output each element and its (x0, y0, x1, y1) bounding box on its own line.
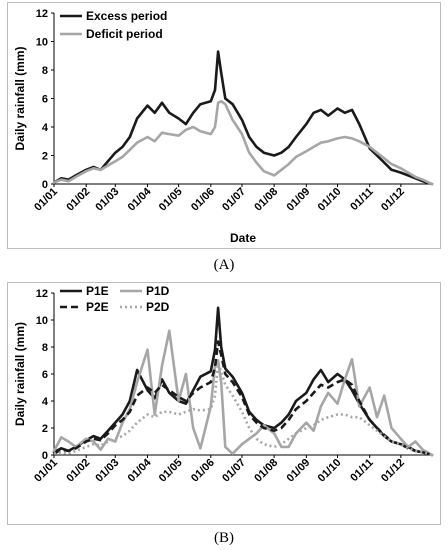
chart-a-x-tick-label: 01/11 (348, 186, 376, 214)
chart-a-y-tick-label: 4 (42, 122, 49, 134)
chart-a-x-tick-label: 01/05 (157, 186, 185, 214)
chart-b-x-tick-label: 01/02 (64, 457, 92, 485)
chart-a-x-tick-label: 01/09 (285, 186, 313, 214)
chart-b-x-tick-label: 01/08 (252, 457, 280, 485)
chart-a-x-tick-label: 01/07 (220, 186, 248, 214)
chart-a-y-tick-label: 8 (42, 65, 48, 77)
chart-a-legend-label-0: Excess period (86, 9, 167, 23)
chart-b-x-tick-label: 01/04 (126, 456, 155, 485)
chart-a-x-axis-label: Date (230, 231, 256, 245)
chart-b-series-3-line (53, 361, 433, 457)
panel-label-a: (A) (213, 257, 235, 273)
chart-b-y-tick-label: 12 (36, 288, 48, 300)
chart-b-x-tick-label: 01/07 (220, 457, 248, 485)
panel-label-b: (B) (214, 530, 234, 546)
chart-b-series-2-line (53, 340, 433, 457)
chart-b-x-tick-label: 01/12 (379, 457, 407, 485)
chart-a-series-0-line (52, 50, 434, 186)
chart-b-series-0-line (52, 306, 434, 457)
chart-a-x-tick-label: 01/12 (379, 186, 407, 214)
chart-a-x-tick-label: 01/01 (32, 186, 60, 214)
chart-b-series-1-line (52, 329, 434, 457)
chart-b-legend-label-2: P2E (86, 300, 109, 314)
chart-b-legend-label-1: P1D (146, 284, 170, 298)
chart-b-y-tick-label: 0 (42, 450, 48, 462)
chart-panel-b: 0 2 4 6 8 10 12 01/01 01/02 01/03 01/04 01/05 01/06 0… (7, 282, 441, 525)
chart-b-legend-label-0: P1E (86, 284, 109, 298)
chart-a-y-tick-label: 10 (36, 37, 48, 49)
chart-a-x-tick-label: 01/03 (93, 186, 121, 214)
chart-b-x-tick-label: 01/01 (32, 457, 60, 485)
chart-a-series-1-line (52, 100, 434, 186)
chart-a-legend-label-1: Deficit period (86, 27, 163, 41)
chart-a-x-tick-label: 01/10 (316, 186, 344, 214)
chart-b-y-tick-label: 10 (36, 315, 48, 327)
chart-b-x-tick-label: 01/05 (157, 457, 185, 485)
chart-a-x-tick-label: 01/04 (126, 185, 155, 214)
chart-b-y-tick-label: 4 (42, 396, 49, 408)
chart-a-y-axis-label: Daily rainfall (mm) (13, 46, 27, 150)
chart-panel-a: 0 2 4 6 8 10 12 01/01 01/02 01/03 01/04 01/05 01/06 0… (7, 2, 441, 249)
chart-b-y-axis-label: Daily rainfall (mm) (13, 322, 27, 426)
chart-b-y-tick-label: 6 (42, 369, 48, 381)
chart-a-x-tick-label: 01/06 (189, 186, 217, 214)
chart-a-y-tick-label: 6 (42, 94, 48, 106)
chart-b-y-tick-label: 2 (42, 423, 48, 435)
chart-b-x-tick-label: 01/10 (316, 457, 344, 485)
chart-b-x-tick-label: 01/09 (285, 457, 313, 485)
chart-b-x-tick-label: 01/06 (189, 457, 217, 485)
chart-a-x-tick-label: 01/02 (64, 186, 92, 214)
chart-b-legend-label-3: P2D (146, 300, 170, 314)
chart-b-x-tick-label: 01/11 (348, 457, 376, 485)
chart-a-x-tick-label: 01/08 (252, 186, 280, 214)
chart-a-y-tick-label: 12 (36, 8, 48, 20)
chart-a-y-tick-label: 2 (42, 151, 48, 163)
chart-a-y-tick-label: 0 (42, 179, 48, 191)
chart-b-x-tick-label: 01/03 (93, 457, 121, 485)
chart-b-y-tick-label: 8 (42, 342, 48, 354)
